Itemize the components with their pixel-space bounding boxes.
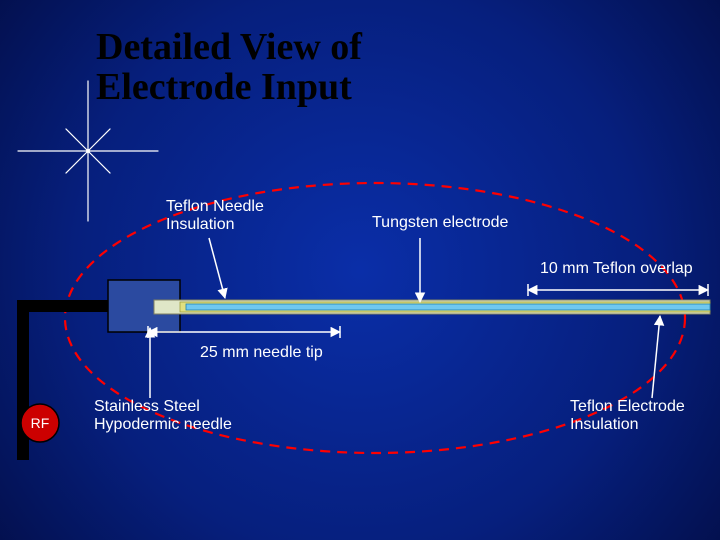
slide-root: RF Detailed View of Electrode Input Tefl…: [0, 0, 720, 540]
label-tungsten: Tungsten electrode: [372, 214, 508, 232]
label-stainless: Stainless Steel Hypodermic needle: [94, 398, 232, 435]
label-teflon-needle: Teflon Needle Insulation: [166, 198, 264, 235]
label-overlap: 10 mm Teflon overlap: [540, 260, 693, 278]
label-teflon-elec: Teflon Electrode Insulation: [570, 398, 685, 435]
rf-label: RF: [31, 415, 50, 431]
slide-title: Detailed View of Electrode Input: [96, 28, 362, 108]
label-25mm: 25 mm needle tip: [200, 344, 323, 362]
tungsten-electrode: [186, 304, 710, 310]
